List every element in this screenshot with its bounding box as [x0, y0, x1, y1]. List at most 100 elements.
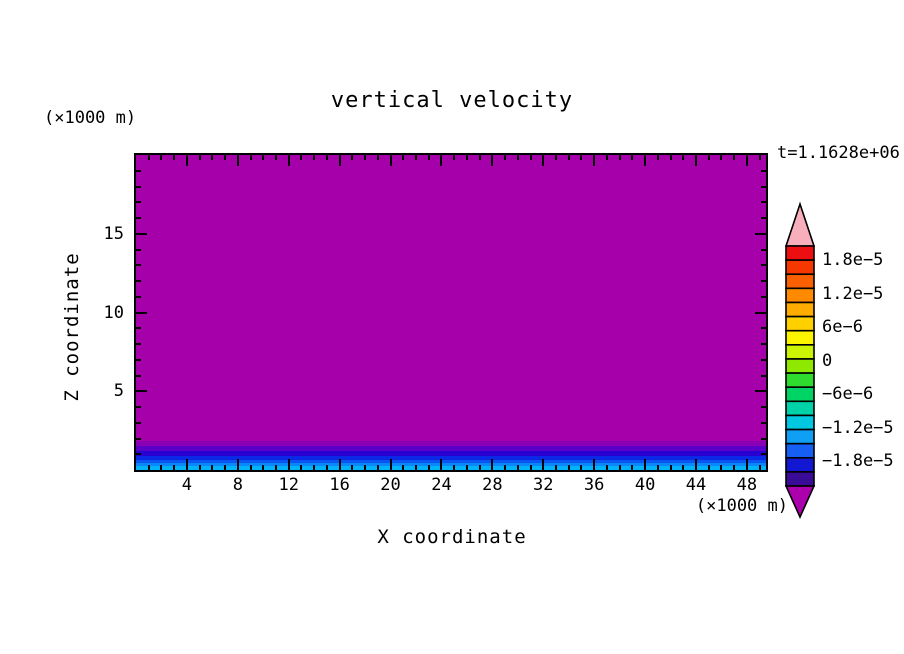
x-tick-label: 8: [232, 475, 243, 495]
colorbar-box: [785, 428, 815, 445]
x-tick-label: 48: [736, 475, 758, 495]
y-minor-tick: [136, 421, 141, 424]
y-minor-tick: [136, 406, 141, 408]
x-major-tick: [389, 459, 392, 470]
x-minor-tick: [262, 155, 265, 160]
x-major-tick: [644, 459, 647, 470]
colorbar-tick-label: −1.8e−5: [822, 451, 894, 471]
x-minor-tick: [198, 155, 201, 160]
x-axis-unit-label: (×1000 m): [695, 496, 788, 516]
y-major-tick: [755, 232, 766, 235]
y-minor-tick: [761, 453, 766, 456]
x-major-tick: [542, 459, 545, 470]
x-minor-tick: [656, 465, 659, 470]
colorbar-box: [785, 386, 815, 403]
x-minor-tick: [453, 465, 456, 470]
colorbar-under-cap: [784, 485, 816, 519]
y-minor-tick: [761, 201, 766, 204]
y-minor-tick: [136, 327, 141, 330]
x-tick-label: 40: [634, 475, 656, 495]
x-axis-title: X coordinate: [377, 526, 527, 548]
x-major-tick: [745, 155, 748, 166]
x-minor-tick: [580, 465, 583, 470]
x-major-tick: [745, 459, 748, 470]
plot-area: [136, 155, 766, 470]
colorbar-box: [785, 442, 815, 459]
x-major-tick: [185, 459, 188, 470]
x-minor-tick: [402, 465, 405, 470]
x-minor-tick: [402, 155, 405, 160]
x-minor-tick: [529, 155, 532, 160]
x-minor-tick: [656, 155, 659, 160]
x-major-tick: [440, 155, 443, 166]
colorbar-tick-label: −1.2e−5: [822, 417, 894, 438]
colorbar-tick-label: −6e−6: [822, 384, 874, 404]
y-minor-tick: [761, 280, 766, 282]
x-major-tick: [593, 459, 596, 470]
x-major-tick: [389, 155, 392, 166]
x-major-tick: [593, 155, 596, 166]
x-minor-tick: [567, 155, 570, 160]
x-tick-label: 24: [431, 475, 452, 495]
x-minor-tick: [325, 465, 328, 470]
x-minor-tick: [376, 465, 379, 470]
plot-frame: [134, 153, 768, 472]
y-tick-label: 10: [103, 302, 124, 323]
x-minor-tick: [147, 465, 150, 470]
x-minor-tick: [669, 465, 672, 470]
y-minor-tick: [761, 437, 766, 440]
y-minor-tick: [761, 264, 766, 267]
x-major-tick: [236, 155, 239, 166]
colorbar-box: [785, 273, 815, 290]
x-major-tick: [491, 155, 494, 166]
y-minor-tick: [136, 169, 141, 172]
x-major-tick: [185, 155, 188, 166]
x-minor-tick: [173, 155, 176, 160]
y-major-tick: [755, 311, 766, 314]
x-major-tick: [695, 155, 697, 166]
y-axis-unit-label: (×1000 m): [44, 108, 137, 128]
colorbar-box: [785, 414, 815, 431]
y-minor-tick: [761, 248, 766, 251]
x-minor-tick: [160, 465, 163, 470]
x-minor-tick: [262, 465, 265, 470]
x-minor-tick: [580, 155, 583, 160]
x-minor-tick: [147, 155, 150, 160]
x-tick-label: 36: [583, 475, 605, 495]
x-minor-tick: [173, 465, 176, 470]
y-major-tick: [136, 232, 147, 235]
contour-band: [136, 441, 766, 446]
colorbar-box: [785, 400, 815, 417]
x-major-tick: [287, 155, 290, 166]
x-minor-tick: [465, 465, 468, 470]
x-minor-tick: [707, 155, 710, 160]
x-minor-tick: [605, 155, 608, 160]
y-minor-tick: [136, 264, 141, 267]
colorbar-box: [785, 344, 815, 360]
x-minor-tick: [313, 465, 316, 470]
y-major-tick: [755, 390, 766, 393]
x-minor-tick: [758, 465, 761, 470]
y-minor-tick: [136, 453, 141, 456]
y-minor-tick: [761, 343, 766, 345]
y-tick-label: 15: [103, 223, 124, 244]
y-minor-tick: [136, 185, 141, 188]
y-minor-tick: [761, 358, 766, 361]
x-minor-tick: [351, 155, 354, 160]
x-minor-tick: [605, 465, 608, 470]
y-minor-tick: [761, 295, 766, 298]
x-minor-tick: [427, 465, 430, 470]
y-minor-tick: [136, 358, 141, 361]
x-minor-tick: [224, 155, 227, 160]
y-major-tick: [136, 311, 147, 314]
x-minor-tick: [364, 155, 367, 160]
x-major-tick: [236, 459, 239, 470]
x-minor-tick: [275, 155, 277, 160]
x-minor-tick: [465, 155, 468, 160]
x-minor-tick: [478, 465, 481, 470]
x-minor-tick: [516, 465, 519, 470]
x-major-tick: [338, 459, 341, 470]
chart-title: vertical velocity: [330, 88, 574, 113]
x-major-tick: [695, 459, 697, 470]
